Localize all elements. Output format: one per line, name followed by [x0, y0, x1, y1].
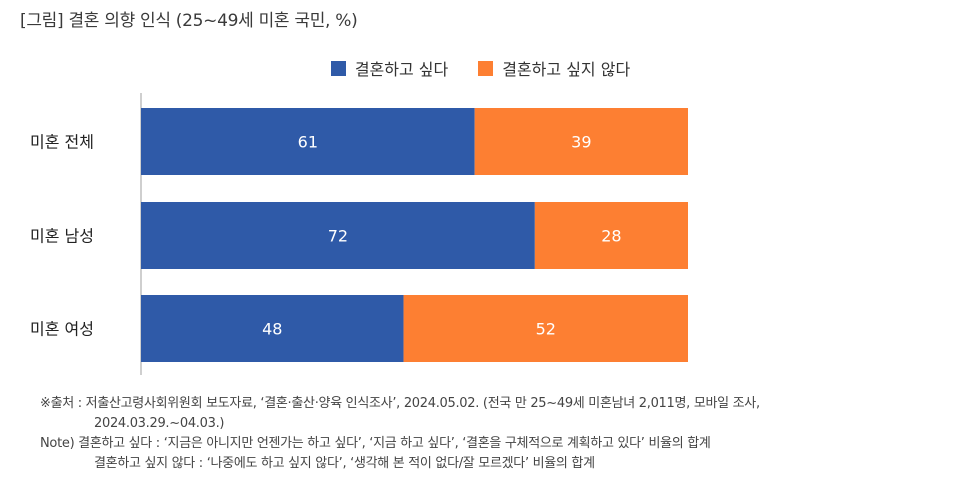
category-label: 미혼 전체	[30, 133, 94, 152]
legend-item-not-want: 결혼하고 싶지 않다	[478, 56, 630, 80]
stacked-bar-chart: 미혼 전체 61 39 미혼 남성 72 28 미혼 여성 48 52	[30, 93, 688, 375]
bar-segment-not-want	[403, 295, 688, 362]
legend-swatch-not-want	[478, 60, 494, 76]
bar-segment-want	[141, 295, 404, 362]
data-label: 72	[328, 227, 348, 246]
data-label: 61	[298, 133, 318, 152]
legend-swatch-want	[330, 60, 346, 76]
legend-label-want: 결혼하고 싶다	[354, 60, 449, 79]
data-label: 28	[601, 227, 621, 246]
data-label: 52	[536, 320, 556, 339]
footnote-source: ※출처 : 저출산고령사회위원회 보도자료, ‘결혼·출산·양육 인식조사’, …	[40, 396, 760, 411]
bar-segment-want	[141, 108, 475, 175]
legend-item-want: 결혼하고 싶다	[330, 56, 449, 80]
data-label: 48	[262, 320, 282, 339]
legend-label-not-want: 결혼하고 싶지 않다	[502, 60, 631, 79]
bar-segment-not-want	[534, 202, 688, 269]
bar-segment-want	[141, 202, 535, 269]
legend: 결혼하고 싶다 결혼하고 싶지 않다	[0, 56, 961, 80]
category-label: 미혼 남성	[30, 227, 94, 246]
bar-segment-not-want	[474, 108, 688, 175]
footnote-source-period: 2024.03.29.~04.03.)	[94, 416, 225, 431]
data-label: 39	[571, 133, 591, 152]
footnotes: ※출처 : 저출산고령사회위원회 보도자료, ‘결혼·출산·양육 인식조사’, …	[40, 394, 945, 474]
category-label: 미혼 여성	[30, 320, 94, 339]
footnote-note-want: Note) 결혼하고 싶다 : ‘지금은 아니지만 언젠가는 하고 싶다’, ‘…	[40, 436, 711, 451]
footnote-note-not-want: 결혼하고 싶지 않다 : ‘나중에도 하고 싶지 않다’, ‘생각해 본 적이 …	[94, 456, 595, 471]
chart-title: [그림] 결혼 의향 인식 (25~49세 미혼 국민, %)	[20, 11, 358, 31]
